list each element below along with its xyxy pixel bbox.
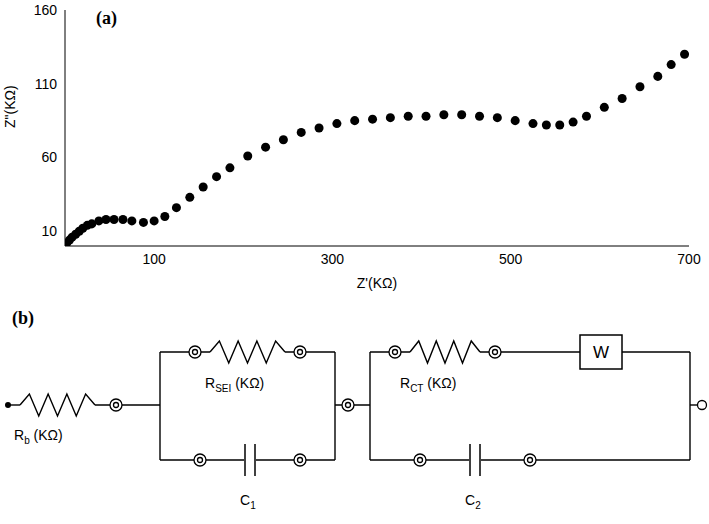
svg-text:C1: C1 [240, 492, 256, 511]
svg-text:(b): (b) [12, 308, 34, 329]
svg-text:W: W [593, 343, 609, 362]
svg-text:Rb (KΩ): Rb (KΩ) [14, 427, 63, 446]
svg-text:10: 10 [41, 223, 57, 239]
svg-text:Z"(KΩ): Z"(KΩ) [8, 85, 18, 128]
svg-text:160: 160 [34, 2, 58, 18]
svg-text:RSEI (KΩ): RSEI (KΩ) [205, 375, 264, 394]
svg-text:110: 110 [35, 76, 58, 92]
svg-text:Z'(KΩ): Z'(KΩ) [357, 275, 397, 291]
svg-text:RCT (KΩ): RCT (KΩ) [400, 375, 457, 394]
svg-text:60: 60 [41, 149, 57, 165]
svg-text:300: 300 [321, 251, 345, 267]
svg-text:C2: C2 [465, 492, 481, 511]
svg-text:500: 500 [499, 251, 523, 267]
svg-text:100: 100 [142, 251, 166, 267]
svg-text:700: 700 [677, 251, 701, 267]
html-text:(a): (a) [96, 8, 117, 28]
